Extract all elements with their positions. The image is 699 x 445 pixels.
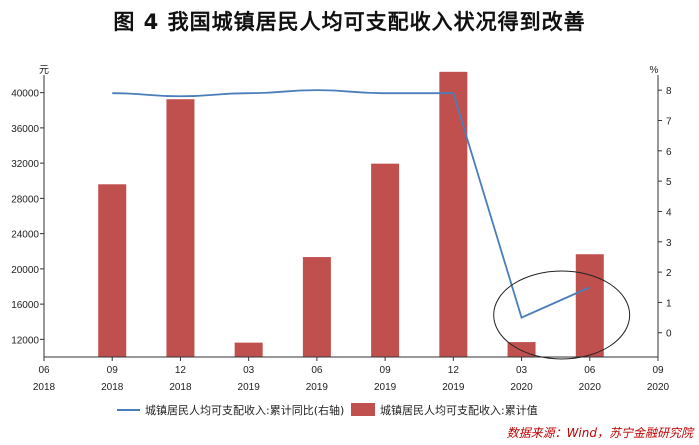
- right-tick-label: 4: [666, 207, 672, 218]
- line-path: [112, 89, 591, 319]
- left-axis-unit: 元: [39, 65, 49, 76]
- x-tick-year: 2018: [101, 382, 124, 393]
- right-tick-label: 7: [666, 116, 672, 127]
- left-tick-label: 32000: [11, 159, 39, 170]
- left-tick-label: 40000: [11, 89, 39, 100]
- x-tick-month: 03: [516, 365, 528, 376]
- bar: [302, 257, 331, 357]
- figure-title: 图 4 我国城镇居民人均可支配收入状况得到改善: [113, 10, 586, 34]
- bar: [439, 71, 468, 357]
- left-y-axis: 元 12000 16000 20000 24000 28000 32000 36000 4000…: [11, 65, 49, 357]
- right-tick-label: 5: [666, 177, 672, 188]
- left-tick-label: 24000: [11, 230, 39, 241]
- left-tick-label: 20000: [11, 265, 39, 276]
- legend-bar-swatch: [351, 403, 375, 416]
- annotation: [493, 270, 631, 360]
- annotation-ellipse: [493, 270, 631, 360]
- x-tick-year: 2020: [647, 382, 670, 393]
- right-tick-label: 2: [666, 268, 672, 279]
- bar: [234, 342, 263, 357]
- x-tick-year: 2019: [238, 382, 261, 393]
- x-tick-year: 2020: [579, 382, 602, 393]
- right-tick-label: 0: [666, 329, 672, 340]
- right-axis-unit: %: [650, 65, 659, 76]
- bar: [575, 254, 604, 357]
- x-tick-year: 2019: [442, 382, 465, 393]
- x-tick-month: 09: [107, 365, 119, 376]
- x-tick-month: 03: [243, 365, 255, 376]
- bar: [371, 163, 400, 357]
- x-tick-year: 2019: [306, 382, 329, 393]
- left-tick-label: 16000: [11, 300, 39, 311]
- x-tick-month: 06: [584, 365, 596, 376]
- right-tick-label: 8: [666, 86, 672, 97]
- x-tick-month: 06: [311, 365, 323, 376]
- right-tick-label: 1: [666, 298, 672, 309]
- x-tick-year: 2018: [169, 382, 192, 393]
- legend-bar-label: 城镇居民人均可支配收入:累计值: [380, 403, 538, 417]
- right-tick-label: 6: [666, 147, 672, 158]
- left-tick-label: 12000: [11, 335, 39, 346]
- bar: [166, 99, 195, 357]
- x-tick-year: 2020: [510, 382, 533, 393]
- x-tick-year: 2018: [33, 382, 56, 393]
- right-y-axis: % 0 1 2 3 4 5 6 7 8: [650, 65, 672, 357]
- x-axis: 06 2018 09 2018 12 2018 03 2019 06 2019 09 2019 12 20…: [33, 356, 670, 393]
- bar-series: [98, 71, 604, 357]
- x-tick-year: 2019: [374, 382, 397, 393]
- source-note: 数据来源：Wind，苏宁金融研究院: [506, 426, 693, 440]
- right-tick-label: 3: [666, 238, 672, 249]
- left-tick-label: 28000: [11, 194, 39, 205]
- line-series: [112, 89, 591, 319]
- x-tick-month: 12: [448, 365, 460, 376]
- left-tick-label: 36000: [11, 124, 39, 135]
- x-tick-month: 09: [380, 365, 392, 376]
- x-tick-month: 12: [175, 365, 187, 376]
- legend-line-label: 城镇居民人均可支配收入:累计同比(右轴): [145, 403, 344, 417]
- x-tick-month: 09: [652, 365, 664, 376]
- legend: 城镇居民人均可支配收入:累计同比(右轴) 城镇居民人均可支配收入:累计值: [117, 403, 538, 417]
- x-tick-month: 06: [38, 365, 50, 376]
- bar: [98, 184, 127, 357]
